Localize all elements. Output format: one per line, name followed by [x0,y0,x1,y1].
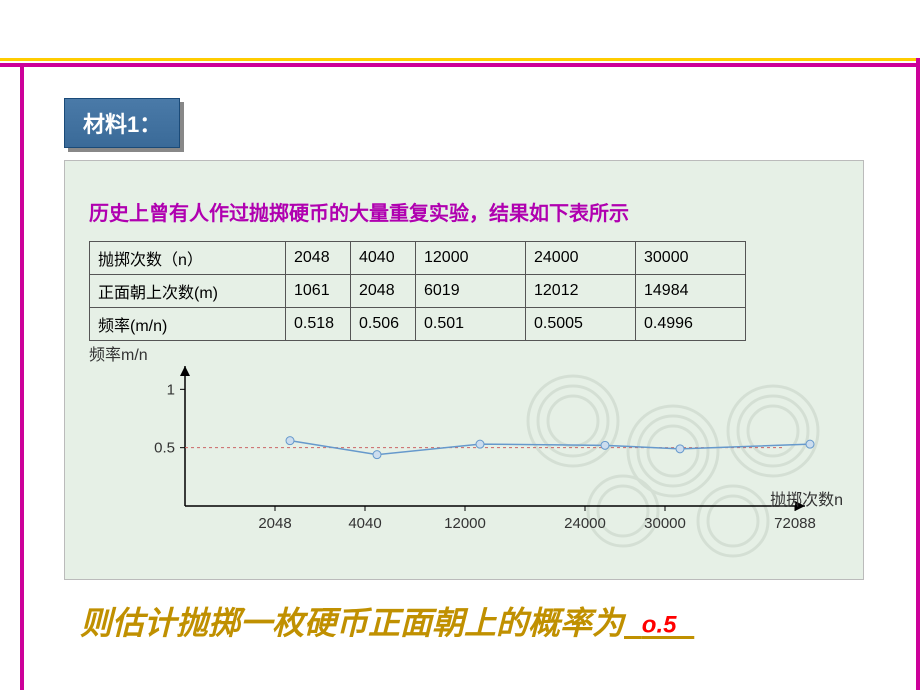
svg-text:24000: 24000 [564,515,606,532]
table-cell: 0.501 [416,308,526,341]
answer-value: o.5 [642,612,677,639]
top-yellow-rule [0,58,920,61]
table-cell: 2048 [286,242,351,275]
table-cell: 24000 [526,242,636,275]
table-cell: 12000 [416,242,526,275]
svg-text:72088: 72088 [774,515,816,532]
svg-text:30000: 30000 [644,515,686,532]
svg-text:1: 1 [167,381,175,398]
row-header: 频率(m/n) [90,308,286,341]
table-cell: 1061 [286,275,351,308]
svg-text:0.5: 0.5 [154,440,175,457]
frequency-chart: 0.5 1 2048 4040 12000 24000 30000 72088 [125,356,825,536]
right-rule [916,58,920,690]
table-cell: 4040 [351,242,416,275]
content-panel: 历史上曾有人作过抛掷硬币的大量重复实验，结果如下表所示 抛掷次数（n）20484… [64,160,864,580]
table-cell: 0.4996 [636,308,746,341]
frequency-table: 抛掷次数（n）20484040120002400030000正面朝上次数(m)1… [89,241,746,341]
row-header: 正面朝上次数(m) [90,275,286,308]
svg-text:12000: 12000 [444,515,486,532]
table-caption: 历史上曾有人作过抛掷硬币的大量重复实验，结果如下表所示 [89,197,629,226]
svg-text:4040: 4040 [348,515,381,532]
svg-text:2048: 2048 [258,515,291,532]
material-badge: 材料1： [64,98,180,148]
x-axis-label: 抛掷次数n [770,486,843,510]
table-cell: 6019 [416,275,526,308]
conclusion-text: 则估计抛掷一枚硬币正面朝上的概率为 o.5 [80,598,694,644]
table-row: 抛掷次数（n）20484040120002400030000 [90,242,746,275]
table-cell: 0.518 [286,308,351,341]
table-cell: 12012 [526,275,636,308]
row-header: 抛掷次数（n） [90,242,286,275]
left-rule [20,67,24,690]
top-magenta-rule [0,63,920,67]
table-cell: 30000 [636,242,746,275]
answer-underline: o.5 [624,605,694,641]
conclusion-label: 则估计抛掷一枚硬币正面朝上的概率为 [80,605,624,641]
table-cell: 14984 [636,275,746,308]
badge-text: 材料1： [83,112,161,137]
table-cell: 0.5005 [526,308,636,341]
table-cell: 0.506 [351,308,416,341]
table-row: 频率(m/n)0.5180.5060.5010.50050.4996 [90,308,746,341]
table-cell: 2048 [351,275,416,308]
table-row: 正面朝上次数(m)1061204860191201214984 [90,275,746,308]
